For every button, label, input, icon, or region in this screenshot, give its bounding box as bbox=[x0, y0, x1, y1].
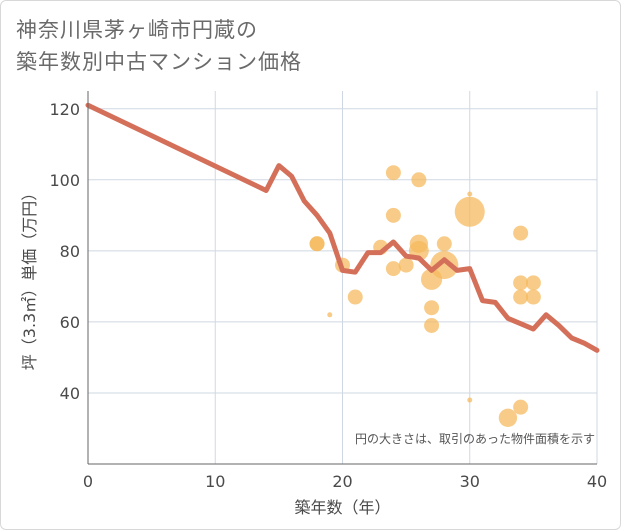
bubble-9 bbox=[398, 257, 414, 273]
bubble-22 bbox=[513, 399, 529, 415]
x-axis-label: 築年数（年） bbox=[294, 498, 390, 517]
bubble-18 bbox=[454, 196, 485, 227]
series-layer bbox=[85, 102, 600, 353]
y-axis-label: 坪（3.3㎡）単価（万円） bbox=[20, 185, 39, 370]
chart-title-line-2: 築年数別中古マンション価格 bbox=[16, 50, 302, 74]
x-tick-label-0: 0 bbox=[83, 472, 93, 491]
bubble-16 bbox=[430, 251, 459, 280]
bubble-14 bbox=[424, 300, 440, 316]
y-tick-label-1: 60 bbox=[60, 313, 80, 332]
tick-labels: 0 10 20 30 40 40 60 80 100 120 bbox=[49, 100, 607, 491]
x-tick-label-1: 10 bbox=[205, 472, 225, 491]
bubble-layer bbox=[309, 165, 541, 428]
bubble-1 bbox=[309, 236, 325, 252]
x-tick-label-3: 30 bbox=[460, 472, 480, 491]
bubble-25 bbox=[513, 289, 529, 305]
bubble-10 bbox=[411, 172, 427, 188]
bubble-8 bbox=[385, 261, 401, 277]
x-tick-label-2: 20 bbox=[332, 472, 352, 491]
grid-lines bbox=[88, 91, 598, 464]
y-tick-label-0: 40 bbox=[60, 384, 80, 403]
axes bbox=[87, 91, 597, 465]
bubble-26 bbox=[525, 275, 541, 291]
bubble-2 bbox=[327, 312, 333, 318]
bubble-27 bbox=[525, 289, 541, 305]
bubble-6 bbox=[385, 165, 401, 181]
bubble-20 bbox=[467, 397, 473, 403]
y-tick-label-3: 100 bbox=[49, 171, 80, 190]
bubble-23 bbox=[513, 225, 529, 241]
y-tick-label-2: 80 bbox=[60, 242, 80, 261]
chart-title: 神奈川県茅ヶ崎市円蔵の 築年数別中古マンション価格 bbox=[16, 14, 302, 78]
bubble-7 bbox=[385, 207, 401, 223]
bubble-24 bbox=[513, 275, 529, 291]
bubble-19 bbox=[467, 191, 473, 197]
bubble-17 bbox=[436, 236, 452, 252]
bubble-4 bbox=[347, 289, 363, 305]
x-tick-label-4: 40 bbox=[587, 472, 607, 491]
y-tick-label-4: 120 bbox=[49, 100, 80, 119]
bubble-size-note: 円の大きさは、取引のあった物件面積を示す bbox=[355, 431, 595, 446]
bubble-15 bbox=[424, 317, 440, 333]
chart-title-line-1: 神奈川県茅ヶ崎市円蔵の bbox=[16, 18, 258, 42]
bubble-21 bbox=[498, 408, 518, 428]
average-price-line-0 bbox=[85, 102, 600, 353]
